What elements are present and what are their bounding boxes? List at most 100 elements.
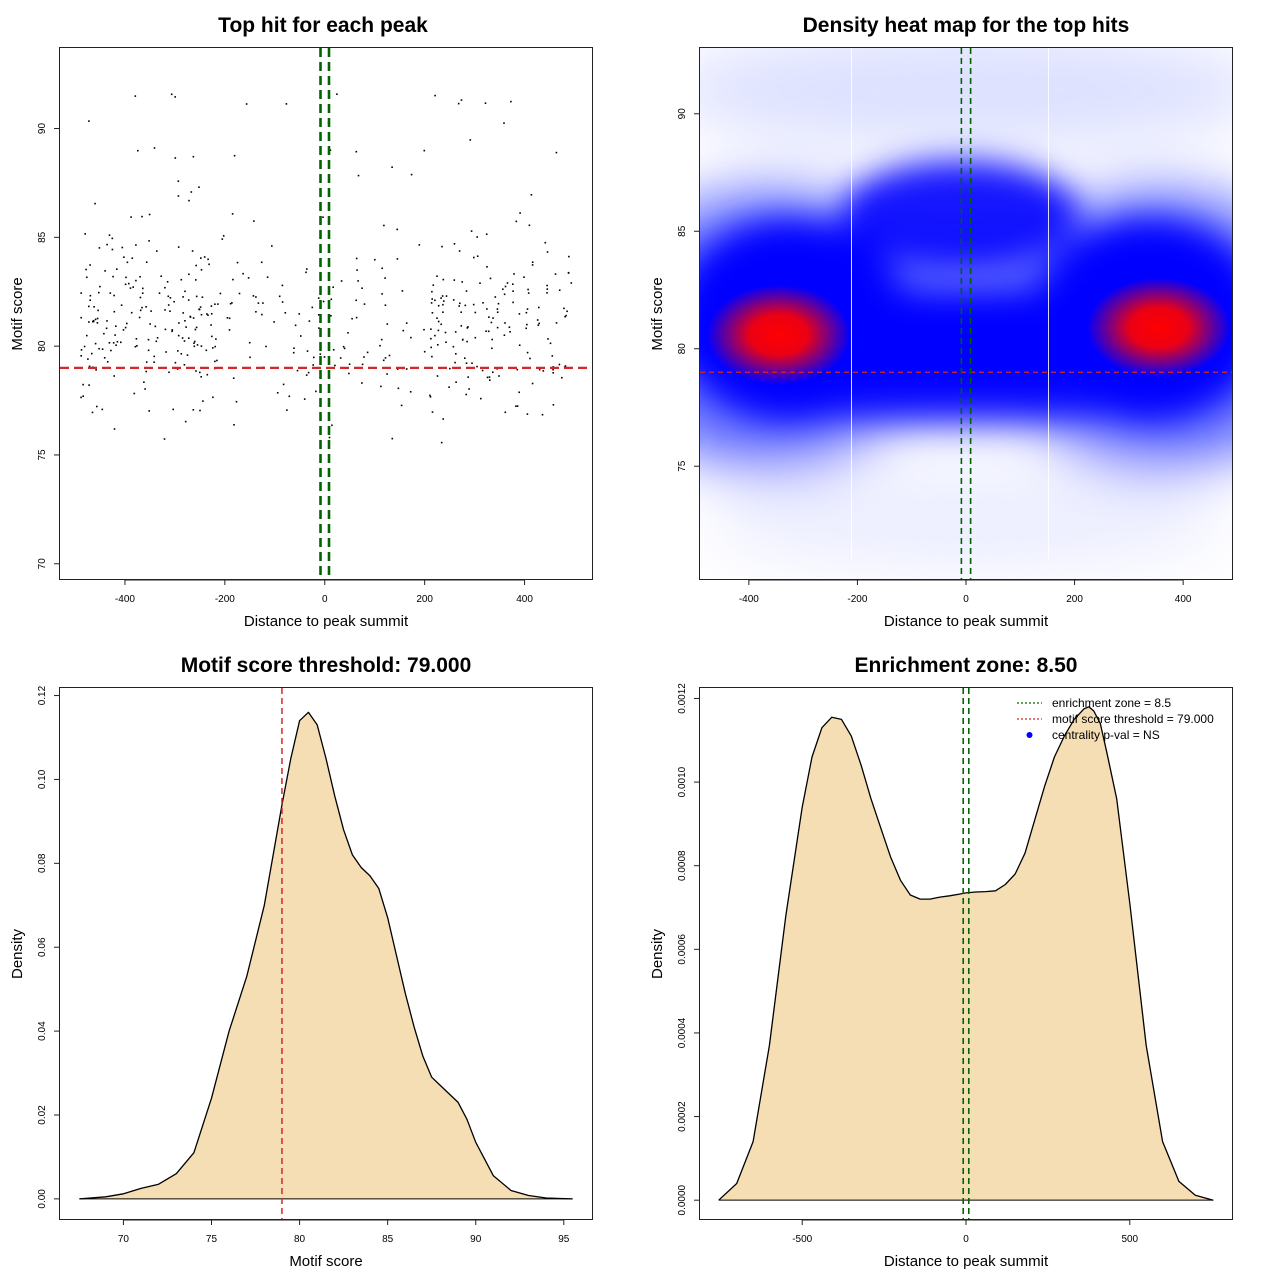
scatter-point <box>115 325 117 327</box>
scatter-point <box>288 395 291 398</box>
scatter-point <box>516 405 519 407</box>
scatter-point <box>363 303 366 305</box>
scatter-point <box>518 344 521 346</box>
x-tick-label: 95 <box>558 1234 570 1245</box>
scatter-point <box>469 139 472 141</box>
scatter-point <box>516 368 519 371</box>
scatter-point <box>207 314 209 316</box>
scatter-point <box>205 349 208 352</box>
scatter-point <box>474 336 477 339</box>
scatter-point <box>136 345 138 347</box>
scatter-point <box>271 245 273 247</box>
scatter-point <box>318 327 320 329</box>
scatter-point <box>476 365 478 368</box>
scatter-point <box>94 342 97 345</box>
scatter-point <box>504 411 507 414</box>
y-tick-label: 0.04 <box>37 1021 48 1041</box>
scatter-point <box>523 276 525 278</box>
scatter-point <box>262 302 264 304</box>
scatter-point <box>317 297 320 299</box>
scatter-point <box>200 345 203 347</box>
scatter-point <box>441 295 444 297</box>
scatter-point <box>434 299 436 302</box>
scatter-point <box>116 340 119 343</box>
scatter-point <box>356 269 358 271</box>
scatter-point <box>83 345 86 348</box>
scatter-point <box>476 236 478 238</box>
scatter-point <box>199 306 202 308</box>
scatter-point <box>430 328 432 330</box>
scatter-point <box>130 216 132 218</box>
x-tick-label: 70 <box>118 1234 130 1245</box>
scatter-point <box>266 276 269 278</box>
scatter-point <box>361 382 363 384</box>
y-tick-label: 70 <box>37 558 48 570</box>
y-tick-label: 90 <box>677 108 688 120</box>
scatter-point <box>315 390 317 393</box>
scatter-point <box>381 293 383 295</box>
scatter-point <box>190 191 193 193</box>
scatter-point <box>150 310 152 312</box>
scatter-point <box>249 356 251 359</box>
scatter-point <box>194 328 197 331</box>
scatter-point <box>436 375 439 377</box>
heatmap-chart: Density heat map for the top hits -400 -2… <box>649 14 1233 630</box>
scatter-point <box>531 382 534 385</box>
chart-title: Density heat map for the top hits <box>803 14 1130 37</box>
scatter-point <box>496 326 499 329</box>
scatter-point <box>530 194 533 196</box>
y-axis-label: Motif score <box>9 277 26 350</box>
scatter-point <box>212 347 214 349</box>
scatter-point <box>231 302 233 304</box>
scatter-point <box>464 357 466 359</box>
y-tick-label: 80 <box>37 340 48 352</box>
scatter-point <box>340 280 343 282</box>
legend-enrichment-label: enrichment zone = 8.5 <box>1052 696 1171 710</box>
scatter-point <box>153 147 156 149</box>
scatter-point <box>479 282 481 284</box>
x-tick-label: 500 <box>1121 1234 1138 1245</box>
scatter-point <box>519 212 521 214</box>
scatter-point <box>305 374 308 376</box>
scatter-point <box>214 360 216 363</box>
scatter-point <box>111 237 114 240</box>
scatter-point <box>219 292 222 295</box>
scatter-point <box>431 411 434 413</box>
scatter-point <box>88 120 90 122</box>
y-tick-label: 0.02 <box>37 1105 48 1125</box>
scatter-point <box>139 309 142 312</box>
scatter-point <box>460 311 462 313</box>
scatter-point <box>124 326 127 329</box>
scatter-point <box>143 381 145 383</box>
scatter-point <box>92 320 94 323</box>
scatter-point <box>156 250 158 252</box>
scatter-point <box>185 326 187 328</box>
scatter-point <box>410 173 413 176</box>
scatter-point <box>183 340 186 342</box>
scatter-point <box>484 102 487 104</box>
scatter-point <box>105 327 108 330</box>
scatter-point <box>200 269 203 271</box>
scatter-point <box>232 278 234 281</box>
scatter-point <box>460 99 463 101</box>
scatter-point <box>195 326 198 329</box>
scatter-point <box>110 349 112 352</box>
scatter-point <box>361 363 364 366</box>
scatter-point <box>80 316 82 319</box>
scatter-point <box>98 247 101 249</box>
scatter-point <box>96 405 98 408</box>
scatter-point <box>155 340 158 343</box>
scatter-point <box>383 224 385 227</box>
scatter-point <box>103 357 106 359</box>
scatter-point <box>512 301 514 304</box>
scatter-point <box>247 277 250 279</box>
scatter-point <box>147 338 150 341</box>
scatter-point <box>343 347 346 350</box>
scatter-point <box>564 315 566 318</box>
scatter-point <box>504 322 506 324</box>
scatter-point <box>137 149 139 152</box>
score-density-panel: Motif score threshold: 79.000 70 75 80 85 90… <box>0 640 640 1280</box>
y-tick-label: 0.08 <box>37 853 48 873</box>
scatter-point <box>186 354 189 356</box>
scatter-point <box>547 338 549 340</box>
